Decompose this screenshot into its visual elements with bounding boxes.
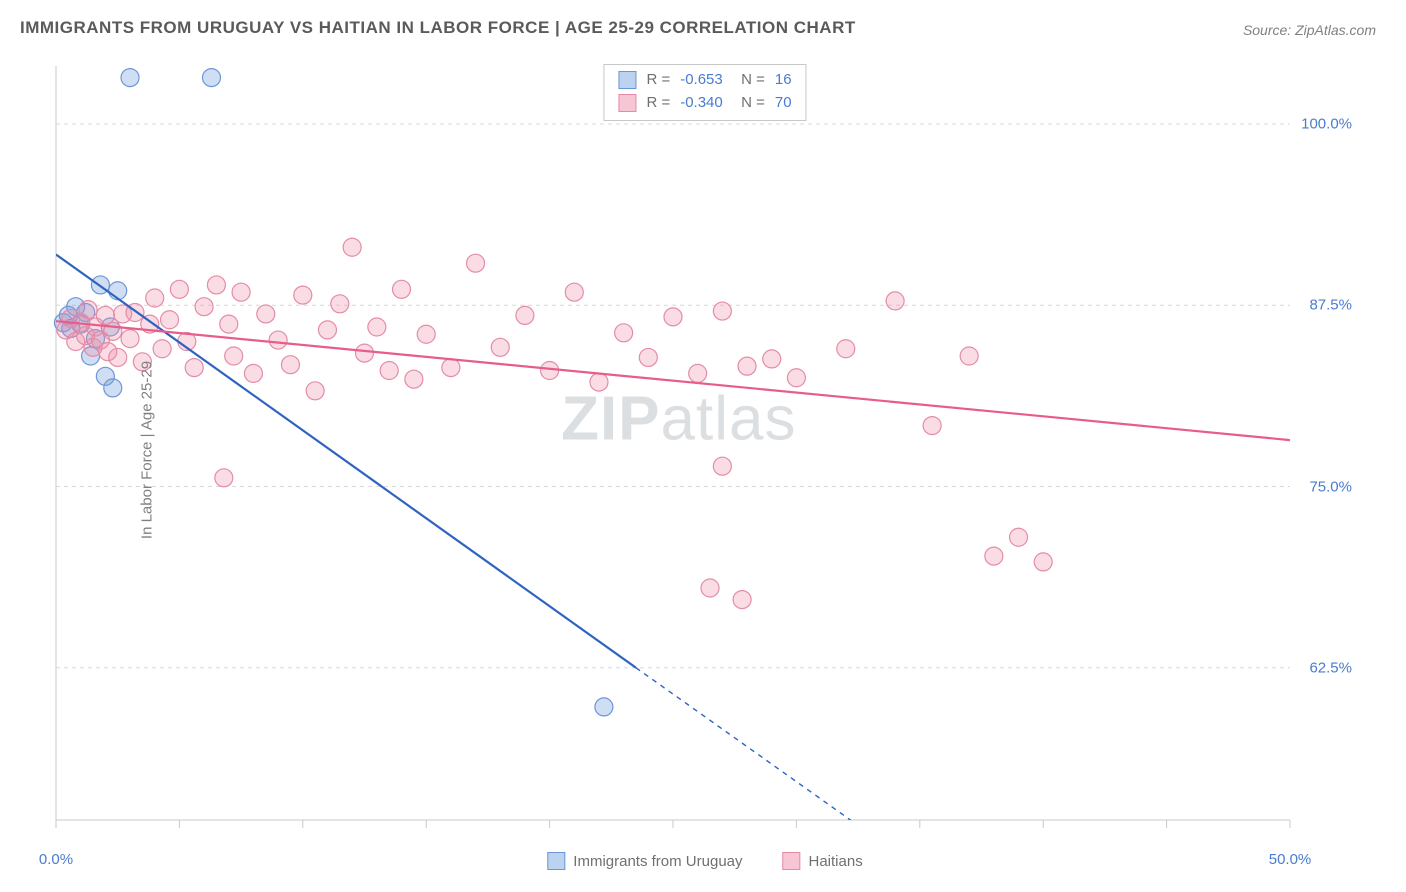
y-tick-label: 87.5%: [1309, 297, 1352, 314]
y-tick-label: 62.5%: [1309, 659, 1352, 676]
source-label: Source: ZipAtlas.com: [1243, 22, 1376, 38]
legend-n-label: N =: [733, 92, 765, 115]
legend-item-haitians: Haitians: [783, 852, 863, 870]
scatter-chart: [50, 60, 1360, 840]
y-axis-label: In Labor Force | Age 25-29: [139, 361, 156, 539]
legend-r-label: R =: [646, 69, 670, 92]
legend-r-uruguay: -0.653: [680, 69, 723, 92]
x-tick-label: 50.0%: [1269, 851, 1312, 868]
legend-n-uruguay: 16: [775, 69, 792, 92]
swatch-haitians: [618, 94, 636, 112]
legend-label-haitians: Haitians: [809, 853, 863, 870]
legend-row-haitians: R = -0.340 N = 70: [618, 92, 791, 115]
swatch-uruguay: [618, 71, 636, 89]
series-legend: Immigrants from Uruguay Haitians: [547, 852, 862, 870]
swatch-uruguay-icon: [547, 852, 565, 870]
y-tick-label: 100.0%: [1301, 116, 1352, 133]
legend-n-haitians: 70: [775, 92, 792, 115]
swatch-haitians-icon: [783, 852, 801, 870]
legend-r-label: R =: [646, 92, 670, 115]
legend-label-uruguay: Immigrants from Uruguay: [573, 853, 742, 870]
legend-r-haitians: -0.340: [680, 92, 723, 115]
plot-area: In Labor Force | Age 25-29 R = -0.653 N …: [50, 60, 1360, 840]
correlation-legend: R = -0.653 N = 16 R = -0.340 N = 70: [603, 64, 806, 121]
chart-title: IMMIGRANTS FROM URUGUAY VS HAITIAN IN LA…: [20, 18, 856, 38]
legend-row-uruguay: R = -0.653 N = 16: [618, 69, 791, 92]
x-tick-label: 0.0%: [39, 851, 73, 868]
y-tick-label: 75.0%: [1309, 478, 1352, 495]
legend-n-label: N =: [733, 69, 765, 92]
legend-item-uruguay: Immigrants from Uruguay: [547, 852, 742, 870]
